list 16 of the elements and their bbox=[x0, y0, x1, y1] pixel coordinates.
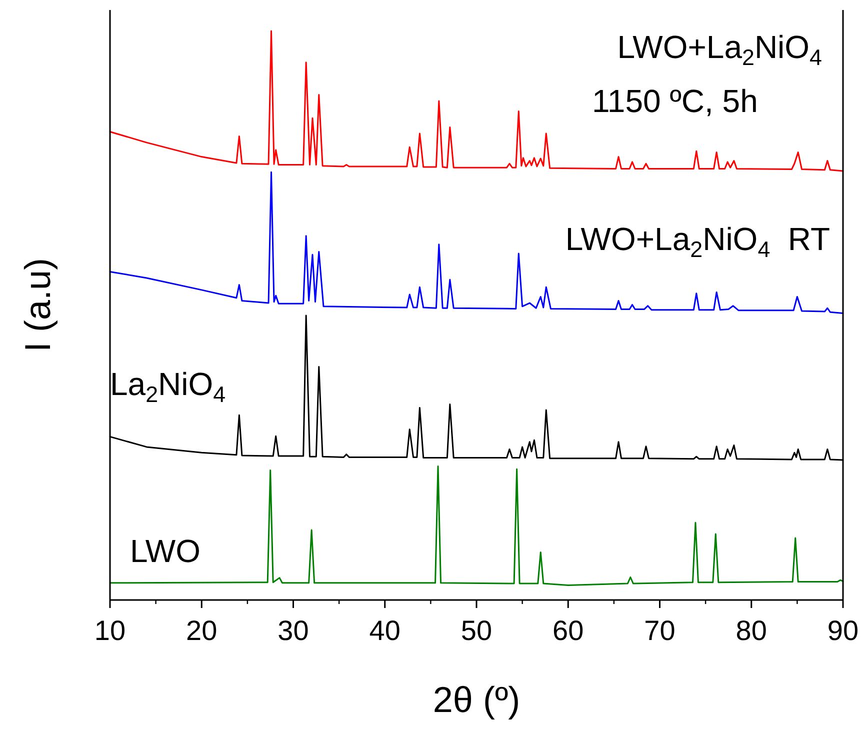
x-tick-label: 70 bbox=[644, 615, 676, 646]
x-tick-label: 60 bbox=[552, 615, 584, 646]
text: LWO+La$_{2}$NiO$_{4}$ bbox=[617, 29, 822, 70]
x-tick-label: 20 bbox=[186, 615, 218, 646]
x-tick-label: 90 bbox=[827, 615, 859, 646]
x-tick-label: 10 bbox=[94, 615, 126, 646]
series-label: La$_{2}$NiO$_{4}$ bbox=[110, 366, 226, 407]
x-tick-label: 40 bbox=[369, 615, 400, 646]
y-axis-title: I (a.u) bbox=[17, 258, 58, 352]
x-tick-label: 80 bbox=[736, 615, 767, 646]
x-tick-label: 30 bbox=[278, 615, 309, 646]
series-label: LWO+La$_{2}$NiO$_{4}$ RT bbox=[565, 221, 830, 262]
series-label: LWO bbox=[130, 533, 201, 569]
x-tick-label: 50 bbox=[460, 615, 492, 646]
x-axis-title: 2θ (º) bbox=[432, 679, 520, 720]
annotation: 1150 ºC, 5h bbox=[592, 83, 758, 119]
